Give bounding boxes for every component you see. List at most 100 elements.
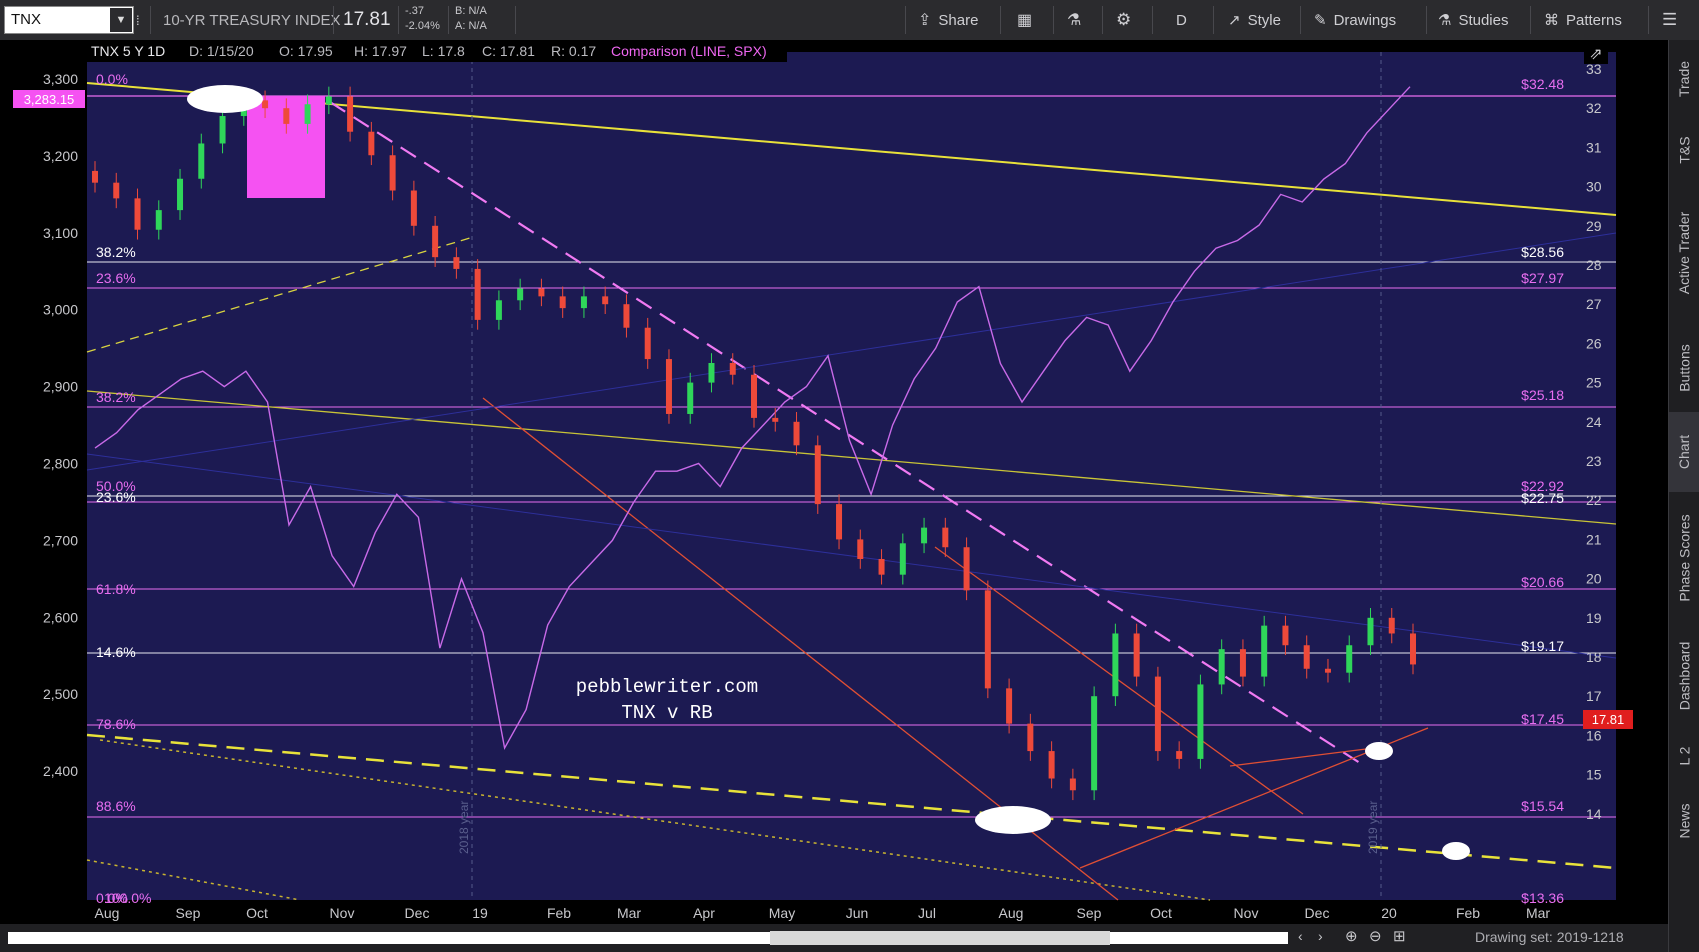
spx-comparison-series[interactable] [94,86,1411,751]
sidebar-tab-ts[interactable]: T&S [1676,136,1693,164]
drawings-button[interactable]: ✎ Drawings [1314,0,1396,40]
sidebar-tab-chart[interactable]: Chart [1669,412,1699,492]
left-price-axis[interactable]: 3,300 3,200 3,100 3,000 2,900 2,800 2,700 2,600… [43,71,78,779]
menu-button[interactable]: ☰ [1662,0,1677,40]
bid-ask-block: B: N/A A: N/A [455,4,487,34]
candle-body [708,363,715,383]
menu-icon: ☰ [1662,10,1678,29]
symbol-description: 10-YR TREASURY INDEX [163,11,341,29]
year-label-2018: 2018 year [457,801,471,854]
candle-body [325,96,332,105]
left-axis-tick: 2,900 [43,379,78,395]
fib-label-left: 100.0% [104,890,151,906]
fib-label-left: 78.6% [96,716,136,732]
candle-body [155,210,162,230]
candle-body [304,104,311,124]
candle-body [1027,723,1034,752]
drawing-set-label[interactable]: Drawing set: 2019-1218 [1475,929,1624,945]
right-axis-tick: 20 [1586,571,1602,587]
sidebar-tab-buttons[interactable]: Buttons [1676,344,1693,392]
left-axis-tick: 2,500 [43,686,78,702]
right-axis-tick: 26 [1586,335,1602,351]
candle-body [1048,751,1055,779]
share-button[interactable]: ⇪ Share [918,0,978,40]
top-toolbar: TNX ▼ ⁞ 10-YR TREASURY INDEX 17.81 -.37 … [0,0,1699,41]
right-axis-tick: 16 [1586,727,1602,743]
candle-body [729,363,736,375]
fib-labels-right: $32.48 $28.56 $27.97 $25.18 $22.92 $22.7… [1521,76,1564,906]
chevron-down-icon[interactable]: ▼ [110,8,132,32]
scroll-handle[interactable] [770,931,1110,945]
time-axis-tick: Dec [1305,905,1330,921]
sidebar-tab-trade[interactable]: Trade [1676,60,1693,98]
candle-body [219,116,226,144]
zoom-in-icon[interactable]: ⊕ [1345,928,1358,945]
zoom-fit-icon[interactable]: ⊞ [1393,928,1406,945]
settings-button[interactable]: ⚙ [1116,0,1131,40]
fib-lines[interactable] [87,95,1616,818]
left-price-marker: 3,283.15 [13,90,85,108]
fib-label-right: $22.75 [1521,490,1564,506]
scroll-left-icon[interactable]: ‹ [1298,928,1303,944]
candle-body [1176,751,1183,759]
right-axis-tick: 14 [1586,806,1602,822]
patterns-button[interactable]: ⌘ Patterns [1544,0,1622,40]
style-button[interactable]: ↗ Style [1228,0,1281,40]
candle-body [942,527,949,548]
time-axis[interactable]: Aug Sep Oct Nov Dec 19 Feb Mar Apr May Jun Jul Aug Se… [95,905,1551,921]
chart-area[interactable]: 2018 year 2019 year TNX 5 Y 1D D: 1/15/2… [0,40,1668,924]
right-price-axis[interactable]: 33 32 31 30 29 28 27 26 25 24 23 22 21 20 19 18 17 16 15 14 [1586,61,1602,822]
studies-button[interactable]: ⚗ Studies [1438,0,1509,40]
sidebar-tab-phase-scores[interactable]: Phase Scores [1676,514,1693,602]
time-axis-tick: Dec [405,905,430,921]
time-axis-tick: Feb [1456,905,1480,921]
header-close: C: 17.81 [482,43,535,59]
symbol-link-icon[interactable]: ⁞ [136,12,140,28]
candle-body [1410,633,1416,665]
studies-label: Studies [1458,11,1509,29]
fib-label-left: 88.6% [96,798,136,814]
candle-body [389,155,396,191]
share-label: Share [938,11,979,29]
scroll-right-icon[interactable]: › [1318,928,1323,944]
grid-layout-button[interactable]: ▦ [1017,0,1032,40]
ellipse-markers[interactable] [187,85,1470,860]
svg-text:⇗: ⇗ [1589,46,1602,63]
flask-button[interactable]: ⚗ [1067,0,1081,40]
candle-body [1218,649,1225,685]
fib-label-left: 38.2% [96,389,136,405]
right-axis-tick: 32 [1586,100,1602,116]
candle-body [432,225,439,258]
left-axis-tick: 2,400 [43,763,78,779]
watermark-site: pebblewriter.com [576,676,758,698]
zoom-out-icon[interactable]: ⊖ [1369,928,1382,945]
tnx-candle-series[interactable] [92,86,1416,801]
candle-body [921,527,928,544]
share-icon: ⇪ [918,12,932,29]
time-axis-tick: Sep [176,905,201,921]
sidebar-tab-active-trader[interactable]: Active Trader [1676,211,1693,295]
left-axis-tick: 3,200 [43,148,78,164]
sidebar-tab-news[interactable]: News [1676,803,1693,839]
candle-body [262,100,269,109]
expand-icon[interactable]: ⇗ [1584,42,1608,64]
candle-body [687,382,694,414]
style-label: Style [1247,11,1281,29]
fib-label-right: $28.56 [1521,244,1564,260]
time-axis-tick: Oct [1150,905,1172,921]
fib-label-right: $15.54 [1521,798,1564,814]
right-axis-tick: 22 [1586,492,1602,508]
candle-body [814,445,821,505]
fib-label-right: $19.17 [1521,638,1564,654]
fib-label-right: $27.97 [1521,270,1564,286]
symbol-input[interactable]: TNX ▼ [4,6,134,34]
candle-body [1091,696,1098,791]
candle-body [1239,649,1246,677]
sidebar-tab-l2[interactable]: L 2 [1676,746,1693,766]
sidebar-tab-dashboard[interactable]: Dashboard [1676,641,1693,711]
left-axis-tick: 2,700 [43,532,78,548]
candle-body [1261,625,1268,677]
candle-body [963,547,970,591]
period-button[interactable]: D [1176,0,1187,40]
time-axis-tick: Aug [999,905,1024,921]
